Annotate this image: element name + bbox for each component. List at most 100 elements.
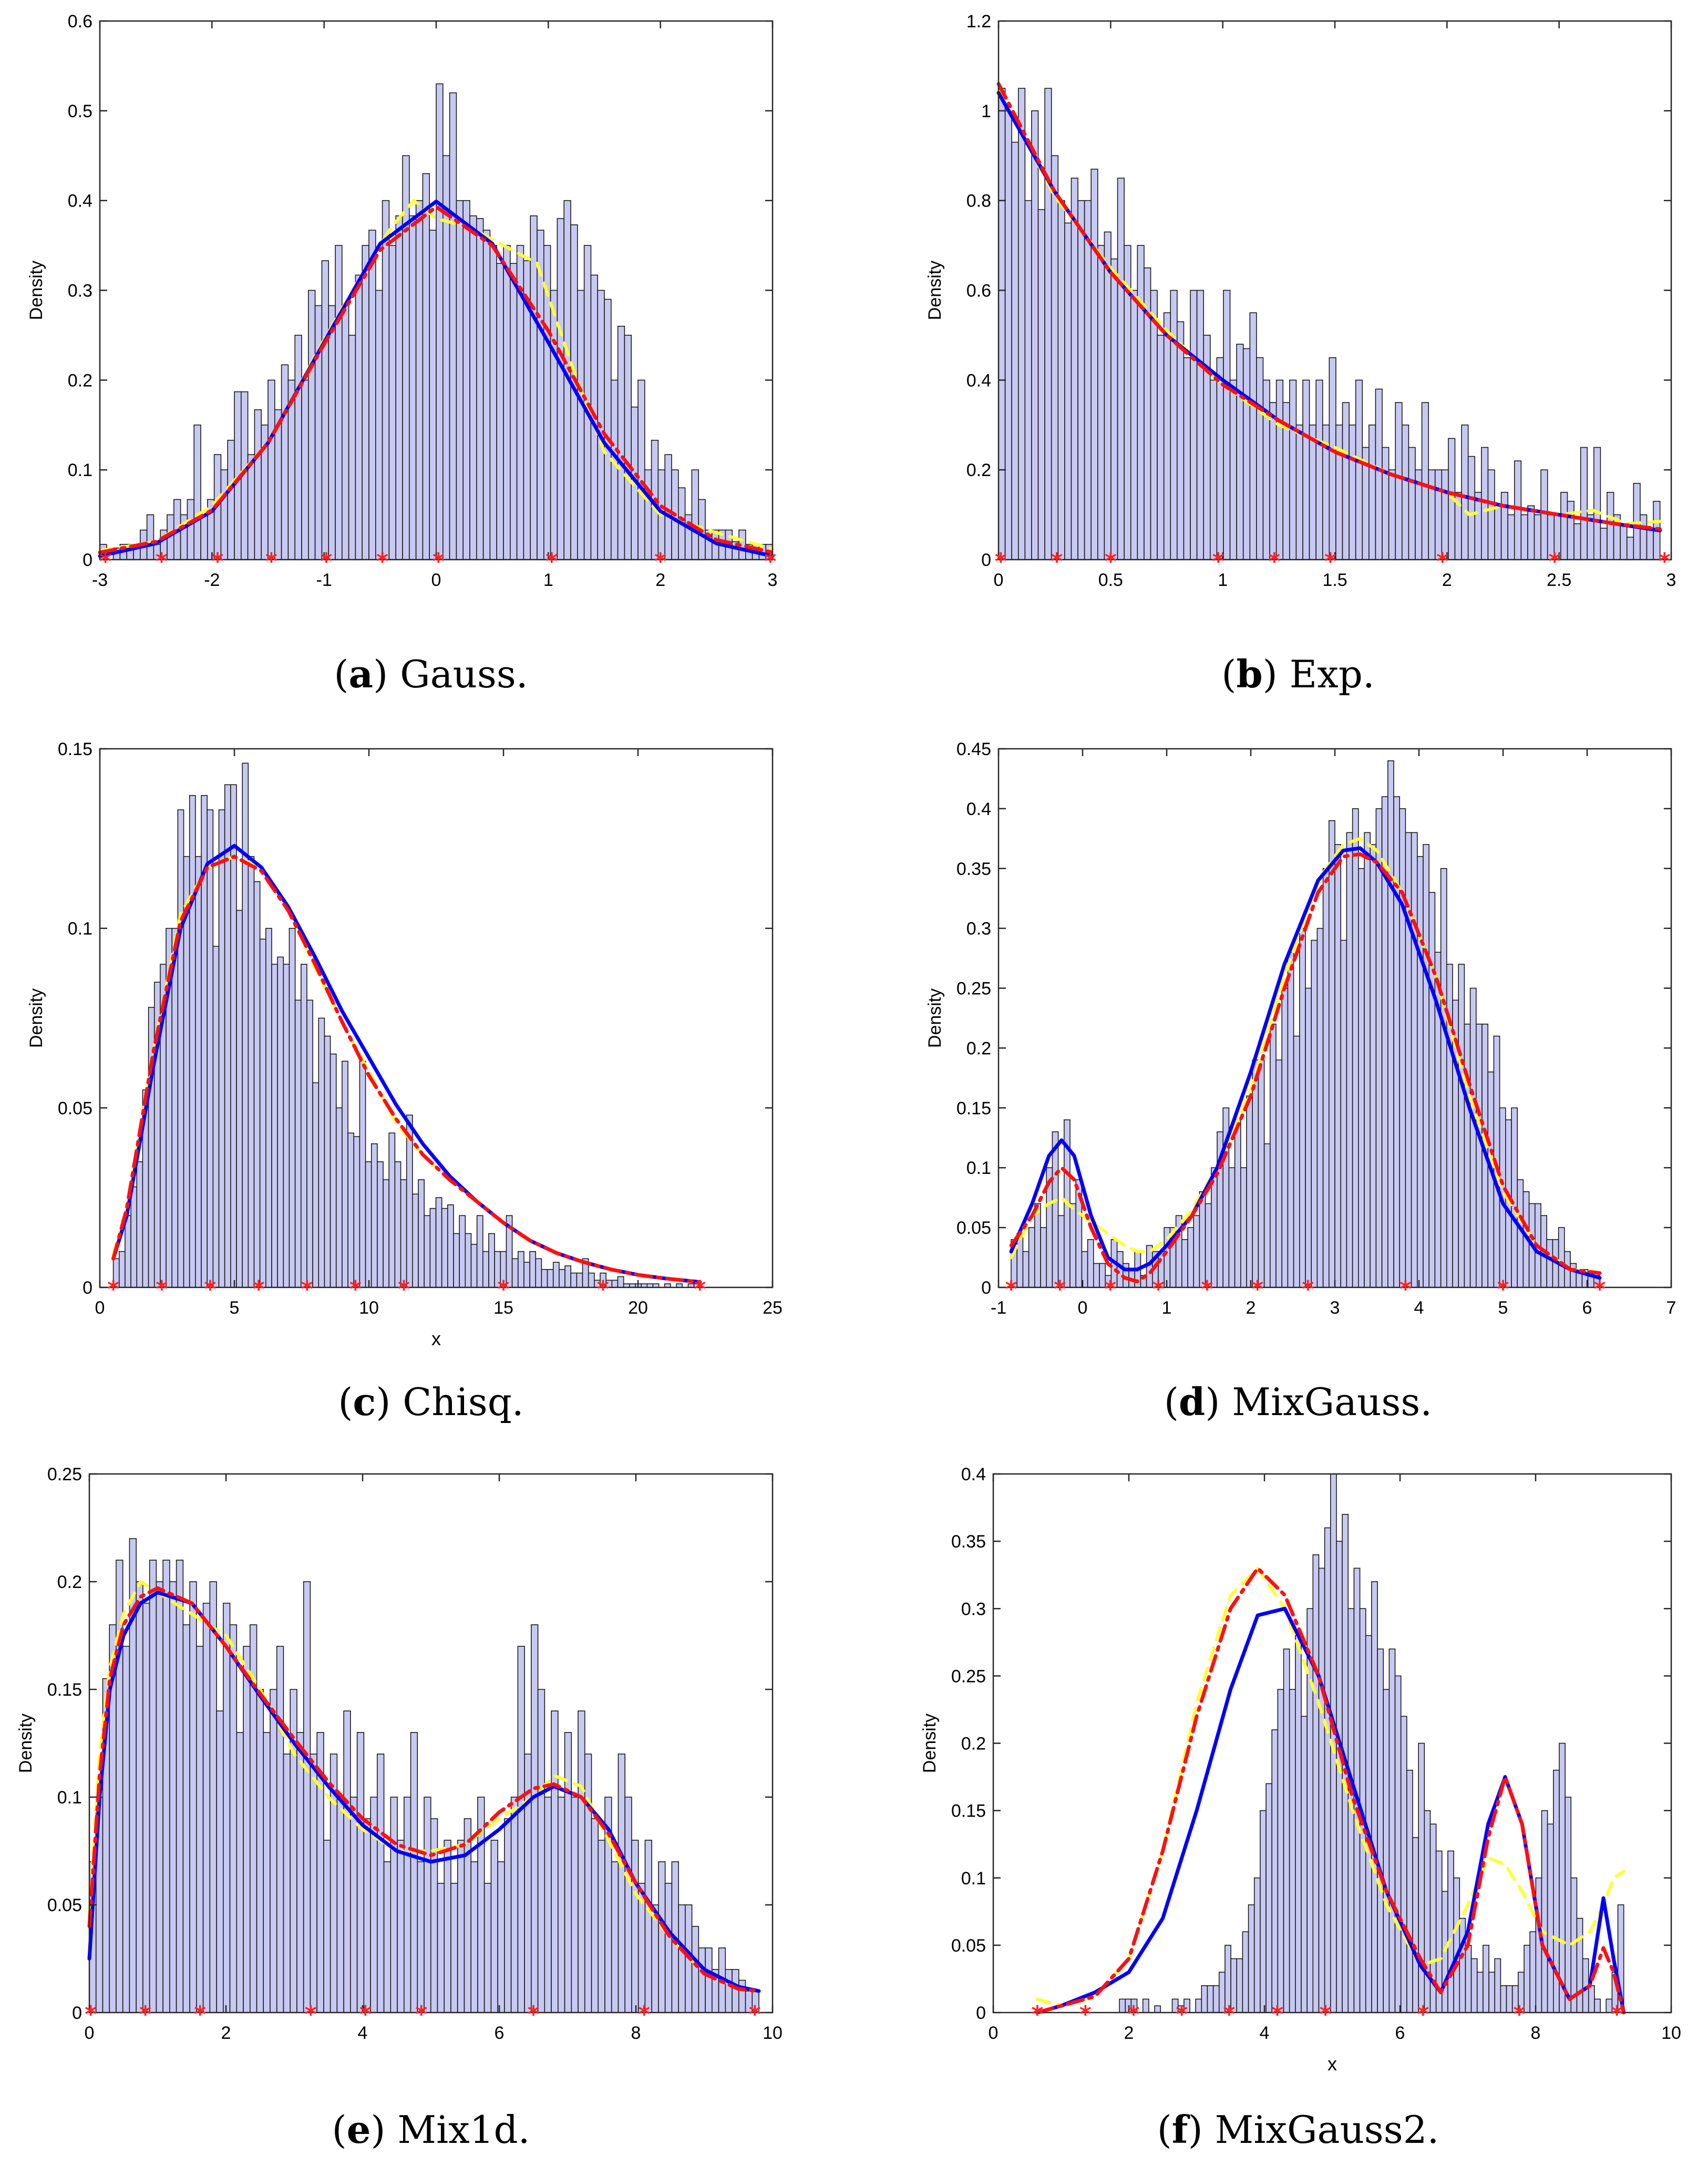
x-tick-label: 0 — [994, 570, 1004, 590]
hist-bar — [371, 1143, 378, 1288]
hist-bar — [441, 1208, 448, 1288]
hist-bar — [617, 326, 625, 560]
hist-bar — [1299, 927, 1306, 1288]
hist-bar — [1209, 379, 1218, 560]
hist-bar — [1428, 469, 1436, 560]
hist-bar — [424, 1215, 431, 1288]
caption-d-letter: d — [1178, 1379, 1206, 1424]
hist-bar — [400, 1179, 407, 1288]
x-tick-label: 2.5 — [1547, 570, 1571, 590]
x-tick-label: 3 — [1330, 1298, 1340, 1318]
hist-bar — [368, 230, 376, 560]
hist-bar — [537, 230, 544, 560]
caption-b-text: Exp. — [1289, 652, 1375, 696]
hist-bar — [189, 795, 196, 1288]
hist-bar — [489, 245, 498, 560]
hist-bar — [658, 1861, 666, 2013]
hist-bar — [253, 881, 261, 1288]
x-ticks: 0 0.5 1 1.5 2 2.5 3 — [994, 21, 1676, 590]
hist-bar — [394, 1161, 402, 1288]
caption-d-text: MixGauss. — [1232, 1380, 1433, 1424]
hist-bar — [1301, 1716, 1308, 2013]
hist-bar — [318, 1017, 325, 1288]
x-tick-label: 0 — [95, 1298, 105, 1318]
x-tick-label: 1 — [1162, 1298, 1172, 1318]
hist-bar — [436, 83, 444, 560]
hist-bar — [1044, 88, 1052, 560]
hist-bar — [497, 1861, 505, 2013]
knot-marker: * — [194, 2001, 206, 2028]
hist-bar — [698, 1947, 706, 2013]
hist-bar — [496, 263, 504, 560]
y-tick-label: 0.6 — [966, 281, 991, 301]
y-axis-label: Density — [920, 1714, 940, 1773]
red-density-curve — [1035, 1566, 1626, 2015]
hist-bar — [1324, 1527, 1331, 2013]
hist-bar — [136, 1161, 143, 1288]
y-tick-label: 0.25 — [47, 1464, 82, 1484]
knot-marker: * — [1324, 548, 1336, 575]
hist-bar — [678, 1904, 686, 2013]
hist-bar — [1137, 245, 1145, 560]
x-tick-label: 6 — [495, 2023, 505, 2043]
hist-bar — [1193, 1215, 1200, 1288]
hist-bar — [196, 1646, 204, 2013]
hist-bar — [343, 1710, 351, 2013]
knot-marker: * — [638, 2001, 650, 2028]
caption-a-letter: a — [348, 652, 374, 696]
markers: * * * * * * * * * * — [1031, 2001, 1623, 2028]
hist-bar — [1024, 200, 1032, 560]
knot-marker: * — [1251, 1276, 1263, 1303]
y-tick-label: 0.1 — [961, 1869, 986, 1889]
knot-marker: * — [1104, 1276, 1116, 1303]
y-ticks: 0 0.05 0.1 0.15 0.2 0.25 0.3 0.35 0.4 0.45 — [956, 739, 1671, 1298]
x-tick-label: 0 — [431, 570, 441, 590]
hist-bar — [402, 155, 410, 560]
hist-bar — [732, 1969, 739, 2013]
knot-marker: * — [1417, 2001, 1429, 2028]
hist-bar — [1483, 1945, 1489, 2013]
y-tick-label: 0.4 — [966, 370, 991, 390]
hist-bar — [1626, 537, 1634, 560]
hist-bar — [1187, 1227, 1194, 1288]
hist-bar — [193, 424, 201, 560]
hist-bar — [254, 409, 262, 560]
red-density-curve — [98, 205, 775, 554]
knot-marker: * — [749, 2001, 761, 2028]
hist-bar — [146, 514, 155, 560]
x-tick-label: 1.5 — [1322, 570, 1347, 590]
hist-bar — [535, 1258, 542, 1288]
hist-bar — [564, 1265, 572, 1288]
knot-marker: * — [497, 1276, 509, 1303]
hist-bar — [1494, 505, 1502, 560]
hist-bar — [551, 1710, 559, 2013]
y-tick-label: 0.2 — [57, 1572, 82, 1592]
hist-bar — [738, 1979, 746, 2013]
hist-bar — [476, 1215, 483, 1288]
knot-marker: * — [1271, 2001, 1283, 2028]
caption-a-text: Gauss. — [400, 652, 528, 696]
hist-bar — [321, 260, 330, 560]
hist-bar — [1560, 492, 1568, 560]
y-tick-label: 0.05 — [951, 1936, 986, 1956]
hist-bar — [1434, 469, 1443, 560]
x-tick-label: 3 — [1666, 570, 1676, 590]
hist-bar — [1469, 987, 1477, 1288]
hist-bar — [356, 1732, 365, 2013]
x-tick-label: 6 — [1395, 2023, 1405, 2043]
hist-bar — [330, 1054, 337, 1288]
hist-bar — [1097, 245, 1105, 560]
hist-bar — [1534, 514, 1541, 560]
hist-bar — [624, 335, 632, 560]
hist-bar — [1207, 1985, 1214, 2013]
bars — [89, 1538, 759, 2013]
hist-bar — [207, 809, 214, 1288]
caption-c-text: Chisq. — [403, 1380, 524, 1424]
knot-marker: * — [211, 548, 223, 575]
hist-bar — [1588, 1985, 1595, 2013]
hist-bar — [142, 1603, 150, 2013]
hist-bar — [576, 1272, 583, 1288]
x-tick-label: 2 — [655, 570, 665, 590]
hist-bar — [1470, 1958, 1478, 2013]
